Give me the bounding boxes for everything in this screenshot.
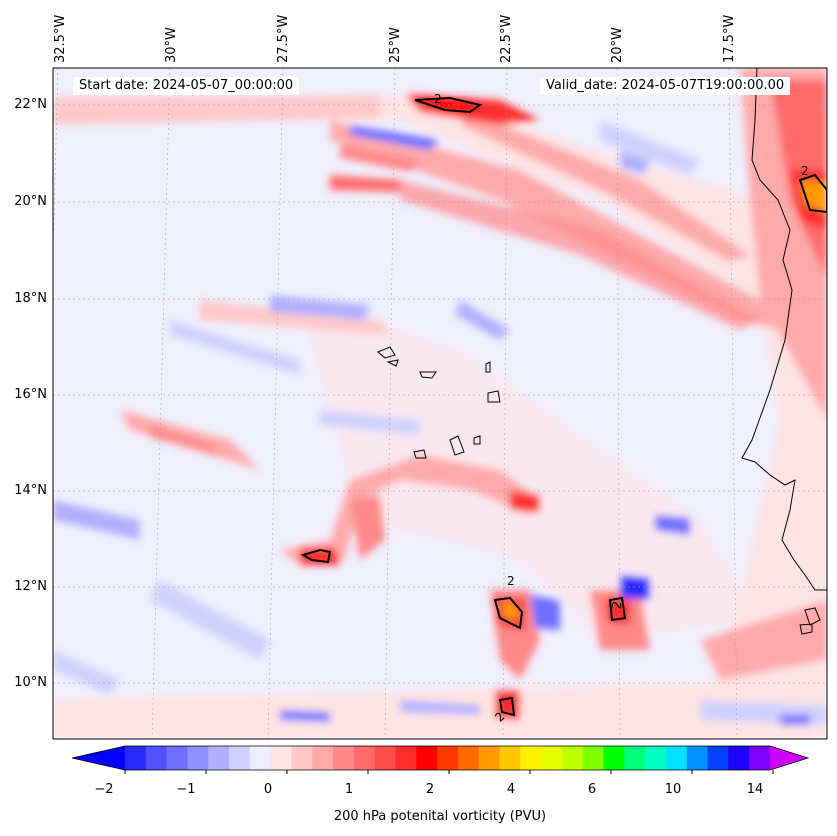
valid-date-label: Valid_date: 2024-05-07T19:00:00.00 (540, 77, 791, 95)
colorbar-segment (374, 746, 396, 770)
colorbar-segment (125, 746, 147, 770)
colorbar-segment (603, 746, 625, 770)
longitude-label: 20°W (610, 27, 625, 63)
latitude-label: 14°N (14, 483, 47, 498)
colorbar-segment (312, 746, 334, 770)
pv-field (53, 68, 827, 739)
colorbar-tick-label: −2 (94, 782, 114, 797)
colorbar-segment (499, 746, 521, 770)
longitude-label: 32.5°W (53, 14, 68, 63)
latitude-label: 10°N (14, 675, 47, 690)
colorbar-extend-max (770, 746, 808, 770)
colorbar-segment (395, 746, 417, 770)
coastline (741, 68, 827, 591)
colorbar-segment (582, 746, 605, 770)
longitude-label: 27.5°W (276, 14, 291, 63)
colorbar-tick-label: 4 (506, 782, 516, 797)
longitude-label: 25°W (388, 27, 403, 63)
colorbar-segment (478, 746, 501, 770)
colorbar-segment (541, 746, 563, 770)
colorbar-extend-min (72, 746, 125, 770)
contour-label: 2 (434, 92, 442, 106)
latitude-label: 22°N (14, 97, 47, 112)
colorbar-segment (437, 746, 459, 770)
colorbar-segment (270, 746, 292, 770)
colorbar-segment (645, 746, 667, 770)
colorbar-segment (166, 746, 188, 770)
colorbar-tick-label: 0 (263, 782, 273, 797)
colorbar-segment (728, 746, 750, 770)
colorbar-segment (291, 746, 313, 770)
colorbar-tick-label: −1 (176, 782, 196, 797)
colorbar-segment (624, 746, 646, 770)
longitude-label: 30°W (164, 27, 179, 63)
colorbar-tick-label: 1 (344, 782, 354, 797)
colorbar-segment (520, 746, 542, 770)
colorbar-label: 200 hPa potenital vorticity (PVU) (333, 809, 547, 824)
latitude-label: 12°N (14, 579, 47, 594)
latitude-label: 18°N (14, 291, 47, 306)
colorbar-tick-label: 14 (746, 782, 764, 797)
latitude-label: 16°N (14, 387, 47, 402)
contour-label: 2 (507, 574, 515, 588)
islands (377, 346, 501, 459)
colorbar-segment (353, 746, 376, 770)
colorbar-segment (416, 746, 438, 770)
latitude-label: 20°N (14, 194, 47, 209)
colorbar-segment (145, 746, 168, 770)
start-date-label: Start date: 2024-05-07_00:00:00 (73, 77, 300, 95)
colorbar-segment (561, 746, 584, 770)
colorbar-segment (665, 746, 688, 770)
colorbar-tick-label: 6 (587, 782, 597, 797)
colorbar-segment (208, 746, 230, 770)
colorbar-segment (457, 746, 480, 770)
contour-label: 2 (801, 164, 809, 178)
contour-2pvu (300, 96, 827, 717)
colorbar-segment (707, 746, 729, 770)
colorbar-tick-label: 2 (425, 782, 435, 797)
colorbar-segment (333, 746, 355, 770)
colorbar (71, 745, 810, 774)
colorbar-segment (249, 746, 272, 770)
longitude-label: 22.5°W (499, 14, 514, 63)
colorbar-segment (187, 746, 209, 770)
longitude-label: 17.5°W (722, 14, 737, 63)
colorbar-segment (229, 746, 251, 770)
colorbar-segment (686, 746, 709, 770)
colorbar-tick-label: 10 (664, 782, 682, 797)
colorbar-segment (749, 746, 771, 770)
